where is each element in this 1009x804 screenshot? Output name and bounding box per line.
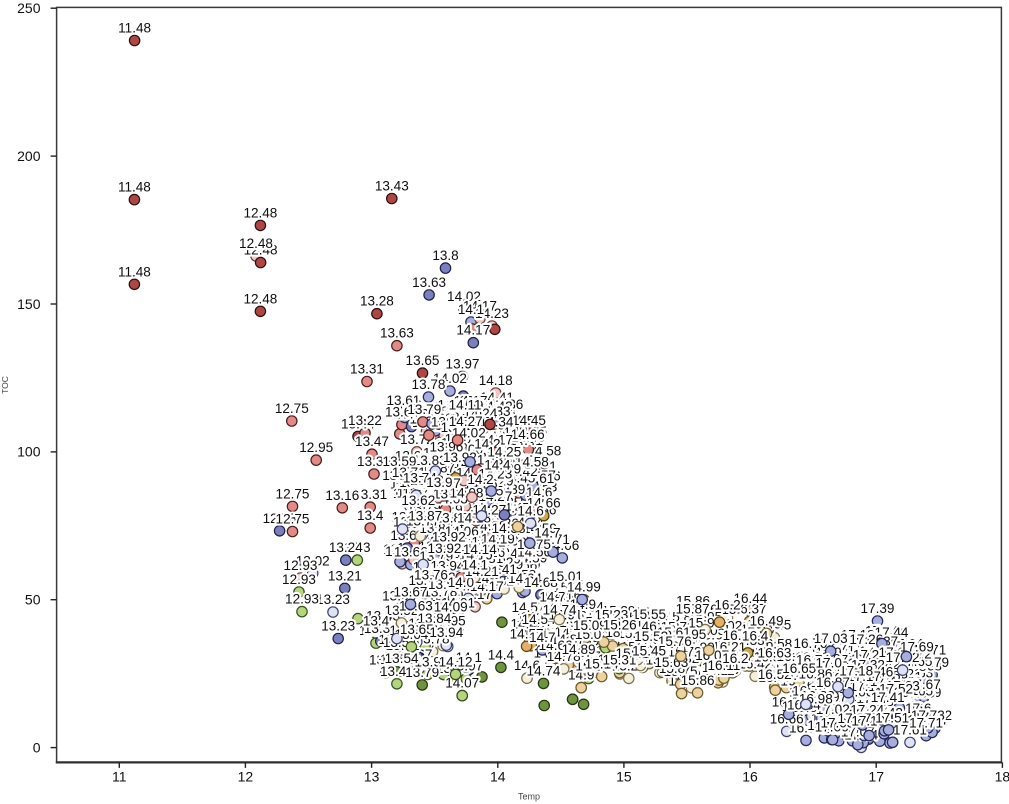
svg-text:17.18: 17.18 — [839, 663, 873, 678]
svg-text:150: 150 — [17, 296, 41, 312]
svg-text:12.93: 12.93 — [284, 558, 318, 573]
svg-text:13.47: 13.47 — [355, 434, 389, 449]
svg-text:18: 18 — [995, 769, 1009, 785]
svg-text:15.55: 15.55 — [632, 607, 666, 622]
svg-text:100: 100 — [17, 444, 41, 460]
svg-text:14.07: 14.07 — [445, 676, 479, 691]
svg-text:13.23: 13.23 — [316, 592, 350, 607]
svg-text:13.43: 13.43 — [375, 179, 409, 194]
svg-text:12.48: 12.48 — [243, 291, 277, 306]
svg-text:14.2: 14.2 — [467, 472, 493, 487]
svg-text:15.45: 15.45 — [632, 644, 666, 659]
svg-text:14.89: 14.89 — [562, 642, 596, 657]
svg-text:11.48: 11.48 — [118, 21, 151, 36]
svg-text:11: 11 — [112, 769, 127, 785]
svg-text:13: 13 — [364, 769, 380, 785]
svg-text:17.03: 17.03 — [814, 631, 848, 646]
svg-text:14: 14 — [490, 769, 506, 785]
svg-text:14.4: 14.4 — [488, 647, 515, 662]
svg-text:13.62: 13.62 — [401, 493, 435, 508]
svg-text:14.74: 14.74 — [527, 663, 561, 678]
svg-text:TOC: TOC — [0, 376, 10, 394]
svg-text:14.99: 14.99 — [567, 580, 601, 595]
svg-text:13.31: 13.31 — [350, 362, 384, 377]
svg-text:14.11: 14.11 — [449, 398, 482, 413]
svg-text:13.79: 13.79 — [407, 402, 441, 417]
svg-text:17: 17 — [868, 769, 884, 785]
svg-text:13.97: 13.97 — [446, 356, 480, 371]
svg-text:13.22: 13.22 — [348, 413, 382, 428]
svg-text:Temp: Temp — [518, 792, 540, 802]
svg-text:13.78: 13.78 — [412, 377, 446, 392]
svg-text:14.12: 14.12 — [439, 654, 473, 669]
svg-text:15.87: 15.87 — [676, 601, 710, 616]
svg-text:200: 200 — [17, 148, 41, 164]
svg-text:17.39: 17.39 — [861, 601, 895, 616]
svg-text:13.65: 13.65 — [406, 353, 440, 368]
svg-text:17.41: 17.41 — [871, 690, 905, 705]
svg-text:14.27: 14.27 — [449, 414, 483, 429]
svg-text:13.28: 13.28 — [360, 294, 394, 309]
svg-text:14.6: 14.6 — [517, 503, 543, 518]
svg-text:12.93: 12.93 — [285, 592, 319, 607]
svg-text:16.4: 16.4 — [742, 628, 769, 643]
svg-text:17.51: 17.51 — [875, 710, 909, 725]
svg-text:14.14: 14.14 — [463, 542, 497, 557]
svg-text:0: 0 — [33, 739, 41, 755]
svg-text:17.71: 17.71 — [909, 716, 943, 731]
svg-text:12.75: 12.75 — [276, 512, 310, 527]
svg-text:16.2: 16.2 — [714, 597, 740, 612]
svg-text:13.54: 13.54 — [385, 651, 419, 666]
svg-text:13.8: 13.8 — [432, 248, 458, 263]
svg-text:14.7: 14.7 — [534, 526, 560, 541]
svg-text:13.4: 13.4 — [363, 613, 390, 628]
svg-text:14.66: 14.66 — [511, 427, 545, 442]
svg-text:15.86: 15.86 — [681, 673, 715, 688]
svg-text:12.75: 12.75 — [275, 401, 309, 416]
svg-text:16: 16 — [742, 769, 758, 785]
svg-text:13.24: 13.24 — [329, 540, 363, 555]
svg-text:12.75: 12.75 — [276, 486, 310, 501]
svg-text:13.9: 13.9 — [426, 475, 452, 490]
svg-text:13.94: 13.94 — [429, 625, 463, 640]
svg-text:16.65: 16.65 — [782, 661, 816, 676]
svg-text:13.4: 13.4 — [357, 508, 384, 523]
svg-text:11.48: 11.48 — [118, 180, 151, 195]
svg-text:15: 15 — [616, 769, 632, 785]
svg-text:14.45: 14.45 — [512, 413, 546, 428]
svg-text:13.16: 13.16 — [325, 488, 359, 503]
svg-text:16.63: 16.63 — [758, 646, 792, 661]
svg-text:13.87: 13.87 — [408, 509, 442, 524]
svg-text:13.63: 13.63 — [380, 326, 414, 341]
svg-text:13.21: 13.21 — [328, 568, 362, 583]
svg-text:15.26: 15.26 — [603, 617, 637, 632]
svg-text:13.23: 13.23 — [321, 619, 355, 634]
svg-text:16.2: 16.2 — [722, 651, 748, 666]
svg-text:17.0: 17.0 — [816, 655, 842, 670]
svg-text:14.1: 14.1 — [462, 557, 488, 572]
svg-text:14.7: 14.7 — [529, 630, 555, 645]
svg-text:12.48: 12.48 — [243, 205, 277, 220]
svg-text:11.48: 11.48 — [118, 264, 151, 279]
svg-text:12.93: 12.93 — [282, 572, 316, 587]
svg-text:250: 250 — [17, 0, 41, 16]
svg-text:13.67: 13.67 — [394, 584, 428, 599]
svg-text:50: 50 — [25, 592, 41, 608]
svg-text:12.95: 12.95 — [299, 440, 333, 455]
svg-text:14.17: 14.17 — [456, 323, 490, 338]
svg-text:14.1: 14.1 — [458, 302, 484, 317]
svg-text:14.4: 14.4 — [484, 457, 511, 472]
svg-text:16.49: 16.49 — [750, 613, 784, 628]
svg-text:13.63: 13.63 — [412, 275, 446, 290]
svg-text:14.18: 14.18 — [479, 373, 513, 388]
svg-text:13.92: 13.92 — [432, 529, 466, 544]
svg-text:13.76: 13.76 — [414, 568, 448, 583]
svg-text:14.09: 14.09 — [434, 600, 468, 615]
svg-text:12.48: 12.48 — [239, 236, 273, 251]
svg-text:12: 12 — [238, 769, 254, 785]
